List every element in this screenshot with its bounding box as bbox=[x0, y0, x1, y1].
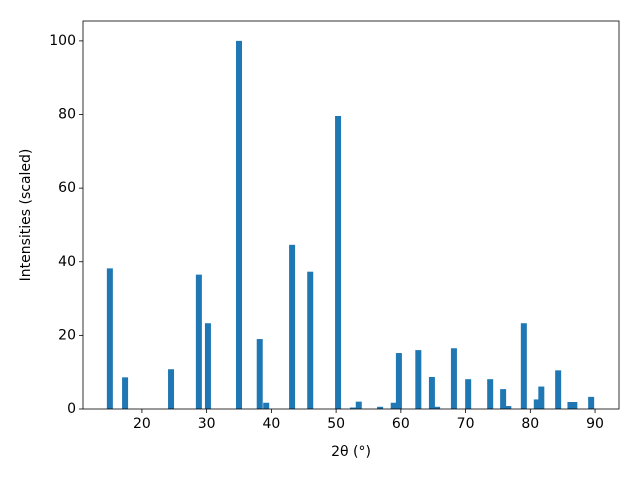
bar bbox=[434, 406, 441, 409]
x-axis-label: 2θ (°) bbox=[331, 444, 371, 460]
bar bbox=[289, 244, 296, 409]
x-tick-label: 30 bbox=[198, 416, 216, 432]
bar bbox=[106, 268, 113, 409]
x-tick-label: 20 bbox=[133, 416, 151, 432]
bar bbox=[263, 402, 270, 409]
bar bbox=[122, 377, 129, 409]
y-tick-label: 40 bbox=[58, 254, 76, 270]
bar bbox=[256, 339, 263, 409]
bar bbox=[538, 386, 545, 409]
x-tick-label: 90 bbox=[586, 416, 604, 432]
x-tick-label: 80 bbox=[521, 416, 539, 432]
bar bbox=[505, 406, 512, 409]
plot-frame bbox=[82, 20, 620, 410]
x-tick-label: 50 bbox=[327, 416, 345, 432]
bar bbox=[588, 396, 595, 409]
bar bbox=[428, 376, 435, 409]
bar bbox=[195, 274, 202, 409]
y-axis-label: Intensities (scaled) bbox=[18, 149, 34, 282]
bar bbox=[415, 350, 422, 409]
bar bbox=[349, 407, 356, 409]
bar bbox=[487, 379, 494, 409]
bar bbox=[236, 40, 243, 409]
x-tick-label: 70 bbox=[457, 416, 475, 432]
y-tick-label: 60 bbox=[58, 180, 76, 196]
y-tick-label: 100 bbox=[49, 33, 76, 49]
y-tick-label: 80 bbox=[58, 107, 76, 123]
bar bbox=[395, 353, 402, 409]
bar bbox=[307, 271, 314, 409]
bar bbox=[520, 323, 527, 409]
bar bbox=[355, 401, 362, 409]
x-tick-label: 40 bbox=[262, 416, 280, 432]
y-tick-label: 0 bbox=[67, 401, 76, 417]
bar bbox=[465, 379, 472, 409]
bar bbox=[533, 399, 540, 409]
bar bbox=[204, 323, 211, 409]
x-tick-label: 60 bbox=[392, 416, 410, 432]
y-tick-label: 20 bbox=[58, 327, 76, 343]
bar bbox=[168, 369, 175, 409]
bar bbox=[571, 402, 578, 409]
bar bbox=[450, 348, 457, 409]
bar bbox=[390, 402, 397, 409]
bar bbox=[335, 115, 342, 409]
bar bbox=[500, 389, 507, 409]
bar bbox=[555, 370, 562, 409]
bar bbox=[567, 402, 574, 409]
bar bbox=[377, 406, 384, 409]
